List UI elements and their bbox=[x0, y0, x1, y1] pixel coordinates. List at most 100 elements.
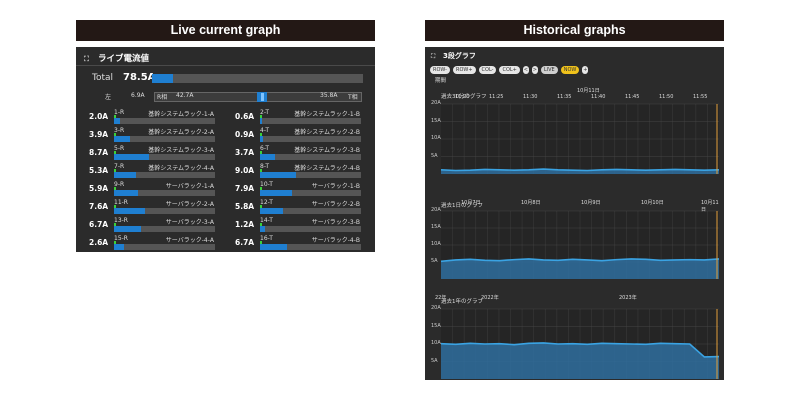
circuit-item: 5.9A 9-R サーバラック-1-A bbox=[89, 181, 229, 197]
toolbar-period-label: 期間 bbox=[435, 78, 447, 84]
circuit-bar-fill bbox=[114, 172, 137, 178]
expand-icon[interactable]: ⛶ bbox=[84, 55, 89, 63]
total-label: Total bbox=[92, 73, 114, 83]
circuit-bar bbox=[114, 241, 215, 250]
series-line bbox=[440, 342, 720, 358]
circuit-bar bbox=[114, 169, 215, 178]
phase-right-value: 35.8A bbox=[320, 92, 338, 99]
x-tick-label: 10月10日 bbox=[641, 200, 664, 206]
circuit-bar-fill bbox=[114, 226, 142, 232]
y-tick-label: 5A bbox=[431, 258, 438, 264]
circuit-tick bbox=[260, 223, 262, 226]
chart-title: 過去1日のグラフ bbox=[441, 203, 483, 209]
historical-panel: ⛶ 3段グラフ ROW- ROW+ COL- COL+ < > LIVE NOW + 期間 過去3… bbox=[425, 47, 724, 380]
circuit-value: 2.0A bbox=[89, 112, 109, 121]
circuit-code: 13-R bbox=[114, 217, 128, 224]
series-area bbox=[441, 258, 719, 279]
x-tick-label: 11:50 bbox=[659, 94, 674, 100]
circuit-name: 基幹システムラック-3-A bbox=[148, 147, 214, 154]
circuit-bar bbox=[260, 169, 361, 178]
circuit-name: サーバラック-4-B bbox=[311, 237, 360, 244]
circuit-item: 6.7A 13-R サーバラック-3-A bbox=[89, 217, 229, 233]
circuit-bar bbox=[260, 223, 361, 232]
live-graph-header: Live current graph bbox=[76, 20, 375, 41]
circuit-code: 5-R bbox=[114, 145, 125, 152]
circuit-bar bbox=[260, 241, 361, 250]
circuit-code: 12-T bbox=[260, 199, 273, 206]
circuit-item: 2.0A 1-R 基幹システムラック-1-A bbox=[89, 109, 229, 125]
circuit-code: 2-T bbox=[260, 109, 270, 116]
circuit-value: 7.6A bbox=[89, 202, 109, 211]
toolbar-button-rowplus[interactable]: ROW+ bbox=[452, 66, 476, 74]
circuit-name: サーバラック-2-A bbox=[165, 201, 214, 208]
toolbar-button-rowminus[interactable]: ROW- bbox=[430, 66, 450, 74]
x-tick-label: 2023年 bbox=[619, 295, 637, 301]
circuit-value: 5.9A bbox=[89, 184, 109, 193]
circuit-code: 14-T bbox=[260, 217, 273, 224]
circuit-value: 0.6A bbox=[235, 112, 255, 121]
circuit-tick bbox=[114, 115, 116, 118]
circuit-code: 8-T bbox=[260, 163, 270, 170]
y-tick-label: 15A bbox=[431, 117, 441, 124]
toolbar-button-next[interactable]: > bbox=[531, 66, 538, 74]
toolbar-button-live[interactable]: LIVE bbox=[540, 66, 558, 74]
x-tick-label: 10月9日 bbox=[581, 200, 601, 206]
expand-icon[interactable]: ⛶ bbox=[431, 53, 436, 60]
phase-t-label: T相 bbox=[348, 94, 358, 101]
circuit-code: 9-R bbox=[114, 181, 125, 188]
circuit-tick bbox=[114, 241, 116, 244]
circuit-code: 6-T bbox=[260, 145, 270, 152]
history-chart-1: 過去30分のグラフ 20A 15A 10A 5A 11:20 11:25 11:30 11:35… bbox=[431, 88, 720, 190]
circuit-value: 7.9A bbox=[235, 184, 255, 193]
circuit-code: 7-R bbox=[114, 163, 125, 170]
y-tick-label: 15A bbox=[431, 224, 441, 230]
x-tick-label: 11:55 bbox=[693, 94, 708, 100]
circuit-tick bbox=[114, 187, 116, 190]
circuit-tick bbox=[114, 151, 116, 154]
phase-marker-center bbox=[261, 93, 264, 101]
x-tick-label: 11:20 bbox=[455, 94, 470, 100]
circuit-item: 7.6A 11-R サーバラック-2-A bbox=[89, 199, 229, 215]
x-tick-label: 22年 bbox=[435, 295, 447, 301]
chart-plot[interactable] bbox=[440, 210, 720, 279]
circuit-bar bbox=[114, 115, 215, 124]
circuit-bar-fill bbox=[114, 118, 121, 124]
circuit-bar-fill bbox=[114, 208, 146, 214]
toolbar-button-colplus[interactable]: COL+ bbox=[499, 66, 520, 74]
circuit-name: サーバラック-4-A bbox=[165, 237, 214, 244]
circuit-bar bbox=[114, 223, 215, 232]
toolbar-button-plus[interactable]: + bbox=[582, 66, 589, 74]
circuit-name: 基幹システムラック-2-A bbox=[148, 129, 214, 136]
circuit-item: 8.7A 5-R 基幹システムラック-3-A bbox=[89, 145, 229, 161]
x-tick-label: 11:25 bbox=[489, 94, 504, 100]
circuit-bar-fill bbox=[260, 208, 284, 214]
x-tick-label: 10月7日 bbox=[461, 200, 481, 206]
chart-plot[interactable] bbox=[440, 103, 720, 174]
circuit-item: 9.0A 8-T 基幹システムラック-4-B bbox=[235, 163, 375, 179]
y-tick-label: 10A bbox=[431, 340, 441, 346]
toolbar-button-now[interactable]: NOW bbox=[560, 66, 580, 74]
circuit-bar-fill bbox=[260, 226, 266, 232]
toolbar-button-colminus[interactable]: COL- bbox=[478, 66, 497, 74]
circuit-value: 5.3A bbox=[89, 166, 109, 175]
historical-graph-header: Historical graphs bbox=[425, 20, 724, 41]
circuit-item: 3.9A 3-R 基幹システムラック-2-A bbox=[89, 127, 229, 143]
total-bar bbox=[152, 74, 363, 83]
circuit-bar-fill bbox=[114, 190, 139, 196]
circuit-code: 10-T bbox=[260, 181, 273, 188]
circuit-bar-fill bbox=[114, 154, 150, 160]
phase-left-label: 左 bbox=[105, 94, 112, 101]
circuit-tick bbox=[260, 187, 262, 190]
circuit-bar bbox=[260, 187, 361, 196]
circuit-name: 基幹システムラック-4-A bbox=[148, 165, 214, 172]
circuit-item: 1.2A 14-T サーバラック-3-B bbox=[235, 217, 375, 233]
x-tick-label: 11:35 bbox=[557, 94, 572, 100]
chart-plot[interactable] bbox=[440, 308, 720, 379]
series-line bbox=[440, 258, 720, 263]
toolbar-button-prev[interactable]: < bbox=[522, 66, 529, 74]
hist-panel-title: ⛶ 3段グラフ bbox=[431, 51, 476, 61]
history-chart-3: 過去1年のグラフ 20A 15A 10A 5A 22年 2022年 2023年 bbox=[431, 295, 720, 395]
y-tick-label: 20A bbox=[431, 100, 441, 106]
series-line bbox=[440, 168, 720, 172]
circuit-bar bbox=[114, 133, 215, 142]
